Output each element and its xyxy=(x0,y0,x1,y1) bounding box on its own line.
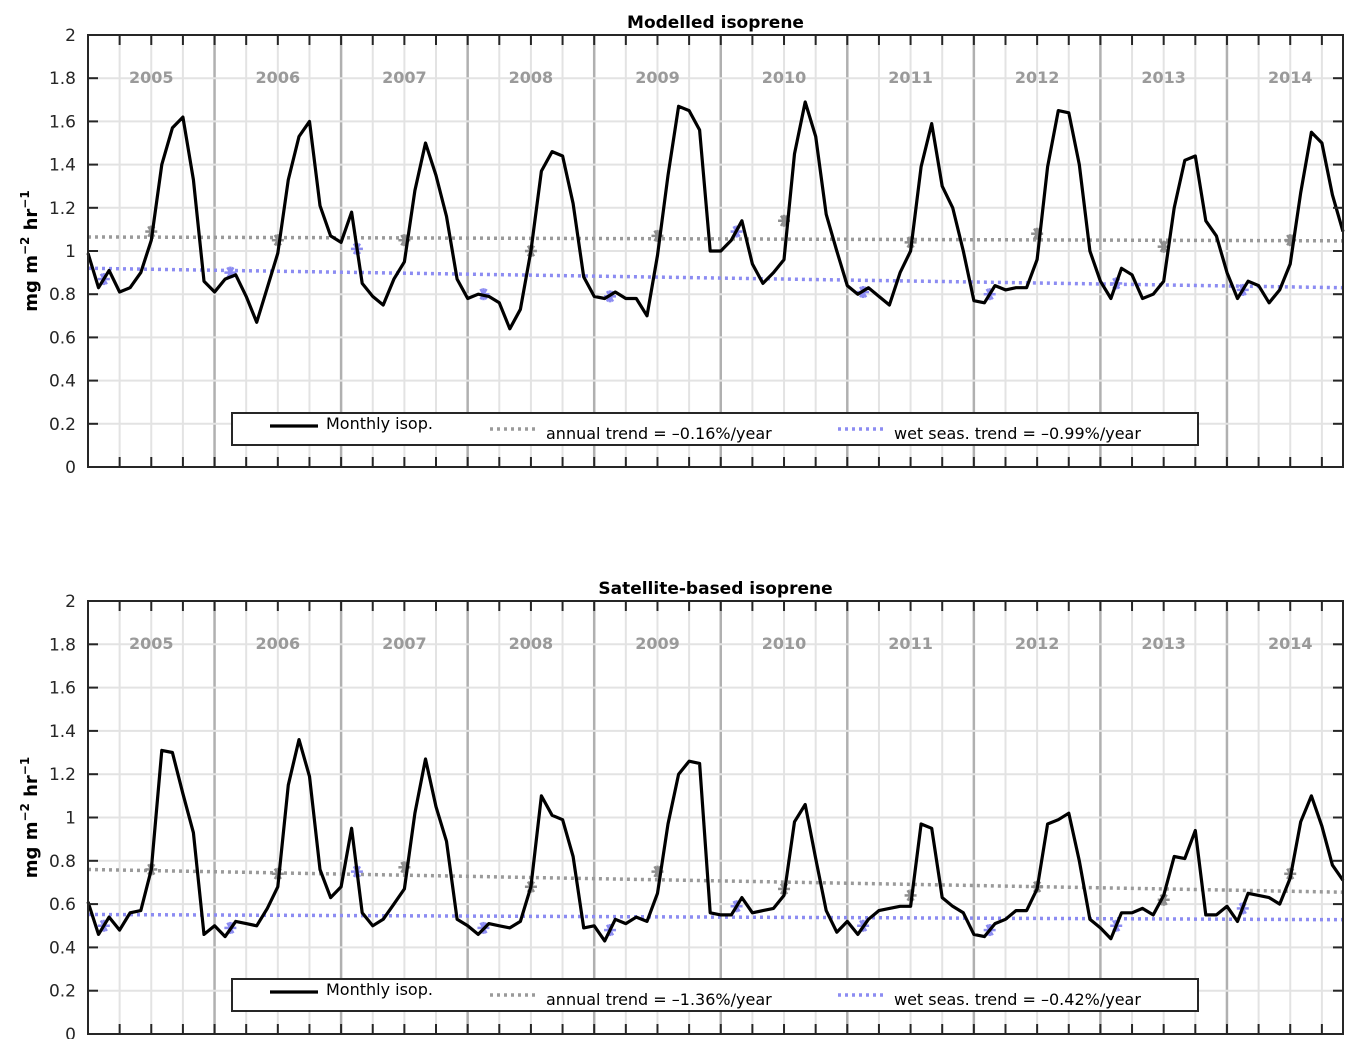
y-tick-label: 0.4 xyxy=(49,372,76,392)
y-tick-label: 0.6 xyxy=(49,895,76,915)
legend-label: Monthly isop. xyxy=(326,980,433,999)
y-axis-label-part: mg m xyxy=(21,255,42,312)
year-label: 2013 xyxy=(1141,68,1186,87)
y-tick-label: 1.6 xyxy=(49,112,76,132)
legend-label: wet seas. trend = –0.42%/year xyxy=(894,990,1141,1009)
wet-season-trend-line xyxy=(87,912,1344,922)
y-axis-label: mg m−2 hr−1 xyxy=(18,757,42,878)
legend-label: wet seas. trend = –0.99%/year xyxy=(894,424,1141,443)
year-label: 2012 xyxy=(1015,634,1060,653)
y-tick-label: 0.6 xyxy=(49,328,76,348)
monthly-isoprene-line xyxy=(86,100,1345,331)
y-tick-label: 1.8 xyxy=(49,635,76,655)
y-tick-label: 1.4 xyxy=(49,156,76,176)
y-tick-label: 2 xyxy=(65,26,76,46)
panel-2: 2005 2006 2007 2008 2009 2010 2011 2012 2013 2014… xyxy=(18,579,1345,1039)
chart-title: Modelled isoprene xyxy=(627,13,804,33)
y-axis-label-part: −2 xyxy=(18,237,32,255)
y-tick-label: 1.2 xyxy=(49,199,76,219)
year-label: 2008 xyxy=(509,68,554,87)
year-label: 2010 xyxy=(762,68,807,87)
year-label: 2013 xyxy=(1141,634,1186,653)
y-tick-label: 0 xyxy=(65,1025,76,1039)
y-tick-label: 0 xyxy=(65,458,76,478)
y-tick-label: 1 xyxy=(65,242,76,262)
year-label: 2006 xyxy=(256,634,301,653)
year-label: 2010 xyxy=(762,634,807,653)
y-axis-label-part: mg m xyxy=(21,822,42,879)
y-axis-label-part: hr xyxy=(21,209,42,237)
year-label: 2014 xyxy=(1268,68,1313,87)
year-label: 2009 xyxy=(635,634,680,653)
legend-box xyxy=(231,412,1199,446)
year-label: 2007 xyxy=(382,68,427,87)
year-label: 2014 xyxy=(1268,634,1313,653)
year-label: 2011 xyxy=(888,68,933,87)
y-axis-label-part: −1 xyxy=(18,190,32,208)
year-label: 2011 xyxy=(888,634,933,653)
legend-label: annual trend = –1.36%/year xyxy=(546,990,772,1009)
y-tick-label: 0.2 xyxy=(49,982,76,1002)
y-tick-label: 0.2 xyxy=(49,415,76,435)
y-tick-label: 1.8 xyxy=(49,69,76,89)
year-label: 2008 xyxy=(509,634,554,653)
y-tick-label: 1.4 xyxy=(49,722,76,742)
y-tick-label: 1 xyxy=(65,809,76,829)
panel-1: 2005 2006 2007 2008 2009 2010 2011 2012 2013 2014… xyxy=(18,13,1345,478)
legend-label: Monthly isop. xyxy=(326,414,433,433)
year-label: 2007 xyxy=(382,634,427,653)
year-label: 2009 xyxy=(635,68,680,87)
y-axis-label: mg m−2 hr−1 xyxy=(18,190,42,311)
year-label: 2005 xyxy=(129,68,174,87)
y-tick-label: 2 xyxy=(65,592,76,612)
chart-title: Satellite-based isoprene xyxy=(598,579,832,599)
y-tick-label: 1.2 xyxy=(49,765,76,785)
y-tick-label: 0.8 xyxy=(49,285,76,305)
year-label: 2005 xyxy=(129,634,174,653)
y-axis-label-part: −1 xyxy=(18,757,32,775)
legend-label: annual trend = –0.16%/year xyxy=(546,424,772,443)
legend-box xyxy=(231,978,1199,1012)
y-axis-label-part: hr xyxy=(21,775,42,803)
legend: Monthly isop. annual trend = –1.36%/year w… xyxy=(231,978,1199,1012)
year-label: 2006 xyxy=(256,68,301,87)
monthly-isoprene-line xyxy=(86,737,1345,943)
y-tick-label: 0.4 xyxy=(49,938,76,958)
wet-season-trend-line xyxy=(87,266,1344,290)
y-axis-label-part: −2 xyxy=(18,803,32,821)
y-tick-label: 1.6 xyxy=(49,679,76,699)
annual-trend-line xyxy=(87,235,1344,243)
year-label: 2012 xyxy=(1015,68,1060,87)
y-tick-label: 0.8 xyxy=(49,852,76,872)
legend: Monthly isop. annual trend = –0.16%/year w… xyxy=(231,412,1199,446)
